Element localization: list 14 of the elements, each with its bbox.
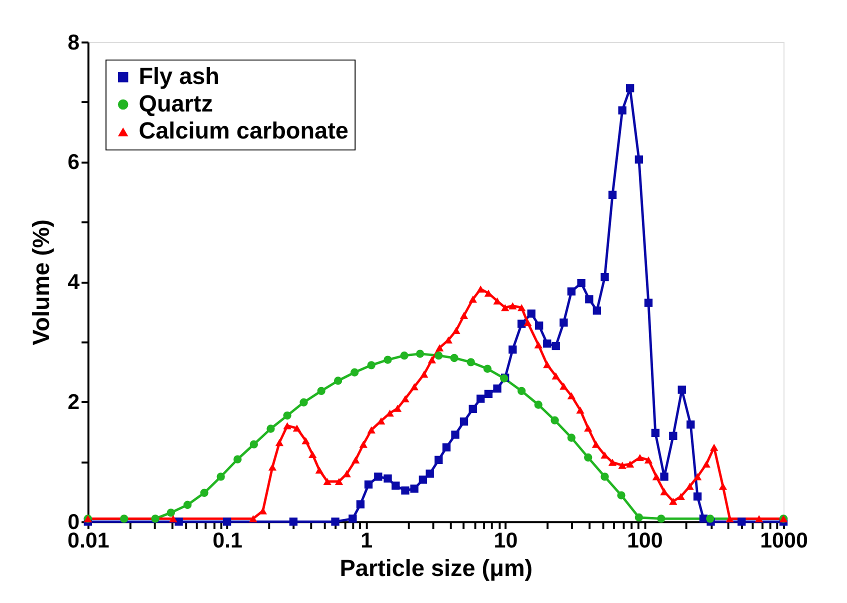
legend-label: Quartz — [138, 90, 213, 116]
x-tick-label: 100 — [626, 528, 663, 553]
y-tick-label: 4 — [68, 270, 80, 294]
y-axis-title: Volume (%) — [28, 219, 54, 346]
y-tick-label: 2 — [68, 390, 80, 414]
legend-label: Calcium carbonate — [138, 118, 348, 144]
x-tick-label: 10 — [494, 528, 518, 553]
x-tick-label: 1000 — [760, 528, 808, 553]
x-tick-label: 0.1 — [212, 528, 243, 553]
x-tick-label: 1 — [360, 528, 373, 553]
y-tick-label: 6 — [68, 150, 80, 174]
y-tick-label: 8 — [68, 30, 80, 54]
x-axis-title: Particle size (μm) — [340, 554, 533, 581]
legend-label: Fly ash — [138, 63, 220, 90]
